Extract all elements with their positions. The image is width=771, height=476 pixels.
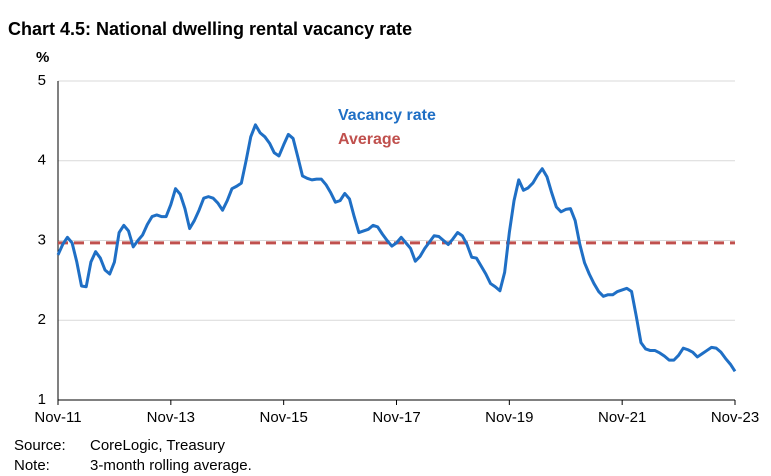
series-line: [56, 123, 737, 373]
chart-title: Chart 4.5: National dwelling rental vaca…: [8, 19, 412, 39]
y-tick-label: 4: [38, 152, 46, 169]
y-tick-label: 3: [38, 231, 46, 248]
x-tick-label: Nov-19: [485, 409, 533, 426]
note-text: 3-month rolling average.: [90, 457, 252, 474]
note-label: Note:: [14, 457, 50, 474]
note-label: Source:: [14, 437, 66, 454]
y-tick-label: 1: [38, 391, 46, 408]
x-tick-label: Nov-15: [259, 409, 307, 426]
y-tick-label: 5: [38, 72, 46, 89]
note-text: CoreLogic, Treasury: [90, 437, 226, 454]
y-tick-label: 2: [38, 311, 46, 328]
y-unit: %: [36, 49, 49, 66]
x-tick-label: Nov-23: [711, 409, 759, 426]
x-tick-label: Nov-11: [34, 409, 81, 426]
x-tick-label: Nov-21: [598, 409, 646, 426]
legend-label: Vacancy rate: [338, 107, 436, 124]
x-tick-label: Nov-13: [147, 409, 195, 426]
x-tick-label: Nov-17: [372, 409, 420, 426]
legend-label: Average: [338, 131, 401, 148]
